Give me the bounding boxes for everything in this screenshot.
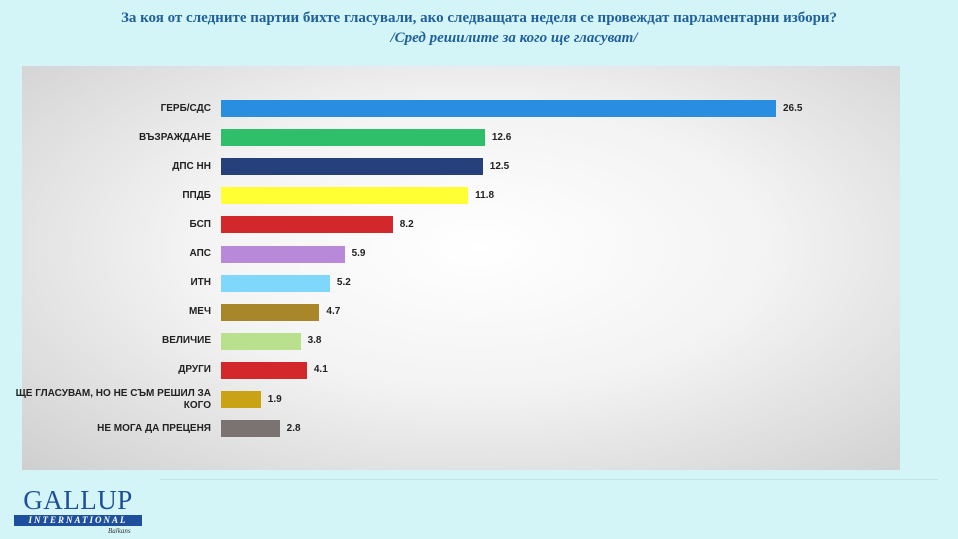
bar-7 xyxy=(221,303,320,321)
category-label-3: ППДБ xyxy=(182,189,211,201)
value-label-11: 2.8 xyxy=(286,422,301,434)
gallup-logo: GALLUP INTERNATIONAL Balkans xyxy=(12,486,144,536)
value-label-7: 4.7 xyxy=(326,306,341,318)
value-label-8: 3.8 xyxy=(307,335,322,347)
bar-11 xyxy=(221,420,280,438)
value-label-1: 12.6 xyxy=(491,131,512,143)
chart-title: За коя от следните партии бихте гласувал… xyxy=(120,10,838,26)
category-label-8: ВЕЛИЧИЕ xyxy=(162,335,211,347)
category-label-2: ДПС НН xyxy=(172,160,211,172)
category-label-6: ИТН xyxy=(190,277,211,289)
footer-divider xyxy=(160,479,938,480)
chart-subtitle: /Сред решилите за кого ще гласуват/ xyxy=(390,30,638,46)
bar-1 xyxy=(221,129,485,147)
value-label-3: 11.8 xyxy=(475,189,495,201)
logo-main-text: GALLUP xyxy=(23,485,133,515)
bar-4 xyxy=(221,216,393,234)
value-label-9: 4.1 xyxy=(313,364,328,376)
bar-8 xyxy=(221,332,301,350)
value-label-4: 8.2 xyxy=(399,218,414,230)
category-label-7: МЕЧ xyxy=(188,306,211,318)
value-label-2: 12.5 xyxy=(489,160,510,172)
value-label-0: 26.5 xyxy=(783,102,803,114)
value-label-5: 5.9 xyxy=(351,248,366,259)
value-label-10: 1.9 xyxy=(267,393,282,405)
logo-band-text: INTERNATIONAL xyxy=(14,515,142,526)
bar-10 xyxy=(221,391,261,408)
logo-sub-text: Balkans xyxy=(108,527,131,535)
bar-5 xyxy=(221,245,345,263)
chart-panel: ГЕРБ/СДС 26.5 ВЪЗРАЖДАНЕ 12.6 ДПС НН 12.5 ППДБ… xyxy=(16,66,900,470)
bar-2 xyxy=(221,158,483,176)
category-label-10: ЩЕ ГЛАСУВАМ, НО НЕ СЪМ РЕШИЛ ЗА КОГО xyxy=(15,387,211,411)
value-label-6: 5.2 xyxy=(336,277,351,289)
bar-6 xyxy=(221,274,330,292)
bar-3 xyxy=(221,187,469,205)
category-label-4: БСП xyxy=(189,218,211,230)
bar-0 xyxy=(221,100,776,117)
bar-9 xyxy=(221,361,307,379)
category-label-0: ГЕРБ/СДС xyxy=(160,102,211,114)
category-label-1: ВЪЗРАЖДАНЕ xyxy=(139,131,211,143)
category-label-9: ДРУГИ xyxy=(178,364,211,376)
category-label-5: АПС xyxy=(189,248,212,259)
category-label-11: НЕ МОГА ДА ПРЕЦЕНЯ xyxy=(97,422,211,434)
